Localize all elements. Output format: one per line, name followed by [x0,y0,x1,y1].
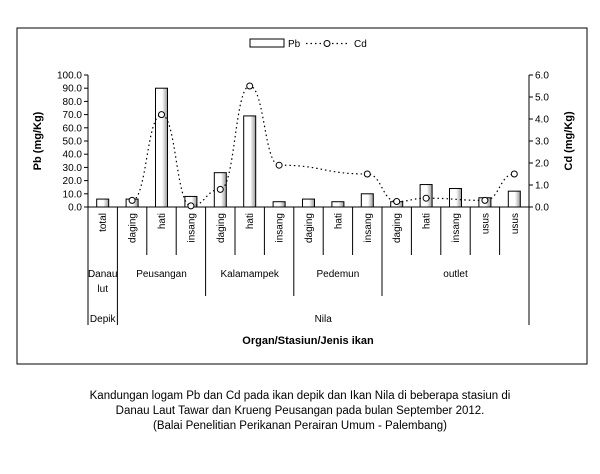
y-left-tick-label: 20.0 [63,176,83,187]
y-left-tick-label: 100.0 [57,71,82,82]
cd-point [128,196,136,204]
pb-bar [243,115,257,208]
y-left-tick-label: 90.0 [63,84,83,95]
y-left-tick-label: 70.0 [63,110,83,121]
category-separators [87,207,530,325]
station-label: Peusangan [136,269,187,280]
y-right-tick-label: 1.0 [535,181,549,192]
y-left-tick-label: 40.0 [63,150,83,161]
y-ticks-right: 0.0 1.0 2.0 3.0 4.0 5.0 6.0 [529,71,549,214]
caption-line-2: Danau Laut Tawar dan Krueng Peusangan pa… [115,405,485,417]
cd-points [128,82,518,210]
category-label: insang [186,213,197,242]
category-label: hati [333,213,344,229]
category-label: total [98,213,109,232]
category-label: hati [157,213,168,229]
category-label: insang [363,213,374,242]
y-right-tick-label: 3.0 [535,137,549,148]
y-left-tick-label: 30.0 [63,163,83,174]
category-label: hati [422,213,433,229]
caption-line-3: (Balai Penelitian Perikanan Perairan Umu… [152,420,448,432]
category-label: insang [275,213,286,242]
pb-bar [331,201,345,208]
y-left-tick-label: 0.0 [68,203,82,214]
cd-point [216,185,224,193]
y-left-tick-label: 10.0 [63,189,83,200]
station-label: lut [97,284,108,295]
legend-cd-marker [323,40,331,47]
category-label: daging [392,213,403,243]
y-right-tick-label: 2.0 [535,159,549,170]
category-label: daging [216,213,227,243]
station-label: outlet [443,269,468,280]
cd-point [481,196,489,204]
y-ticks-left: 0.0 10.0 20.0 30.0 40.0 50.0 60.0 70.0 80.0 90.0 1… [57,71,88,214]
legend-cd-label: Cd [354,39,367,50]
y-right-tick-label: 6.0 [535,71,549,82]
station-label: Danau [88,269,117,280]
y-right-tick-label: 4.0 [535,115,549,126]
cd-point [246,82,254,90]
y-axis-left-title: Pb (mg/Kg) [32,111,44,170]
station-label: Pedemun [316,269,359,280]
pb-bar [360,193,374,208]
legend: Pb Cd [249,38,367,50]
station-label: Kalamampek [221,269,280,280]
category-label: usus [480,213,491,234]
category-label: hati [245,213,256,229]
pb-bar [507,190,521,208]
pb-bar [96,198,110,208]
cd-point [275,161,283,169]
x-axis-title: Organ/Stasiun/Jenis ikan [242,335,374,347]
figure-caption: Kandungan logam Pb dan Cd pada ikan depi… [20,389,580,434]
pb-bar [272,201,286,208]
category-label: daging [128,213,139,243]
cd-point [422,194,430,202]
cd-point [187,202,195,210]
cd-point [510,170,518,178]
caption-line-1: Kandungan logam Pb dan Cd pada ikan depi… [89,390,511,402]
legend-pb-swatch [249,38,285,48]
y-left-tick-label: 80.0 [63,97,83,108]
cd-point [393,198,401,205]
y-left-tick-label: 50.0 [63,137,83,148]
cd-point [158,111,165,119]
y-right-tick-label: 5.0 [535,93,549,104]
category-label: daging [304,213,315,243]
fish-label: Depik [90,314,117,325]
y-left-tick-label: 60.0 [63,123,83,134]
pb-bar [302,198,315,208]
station-labels: Danau lut Peusangan Kalamampek Pedemun outlet [88,269,468,295]
legend-pb-label: Pb [288,39,301,50]
fish-labels: Depik Nila [90,314,332,325]
category-labels: total daging hati insang daging hati insang dag… [98,213,521,243]
fish-label: Nila [315,314,333,325]
cd-series-line [131,85,515,207]
category-label: usus [510,213,521,234]
pb-bars [96,87,521,208]
y-right-tick-label: 0.0 [535,203,549,214]
category-label: insang [451,213,462,242]
chart-frame [16,27,588,365]
pb-bar [449,188,462,208]
pb-bar [155,87,168,208]
y-axis-right-title: Cd (mg/Kg) [563,111,575,171]
cd-point [363,170,371,178]
